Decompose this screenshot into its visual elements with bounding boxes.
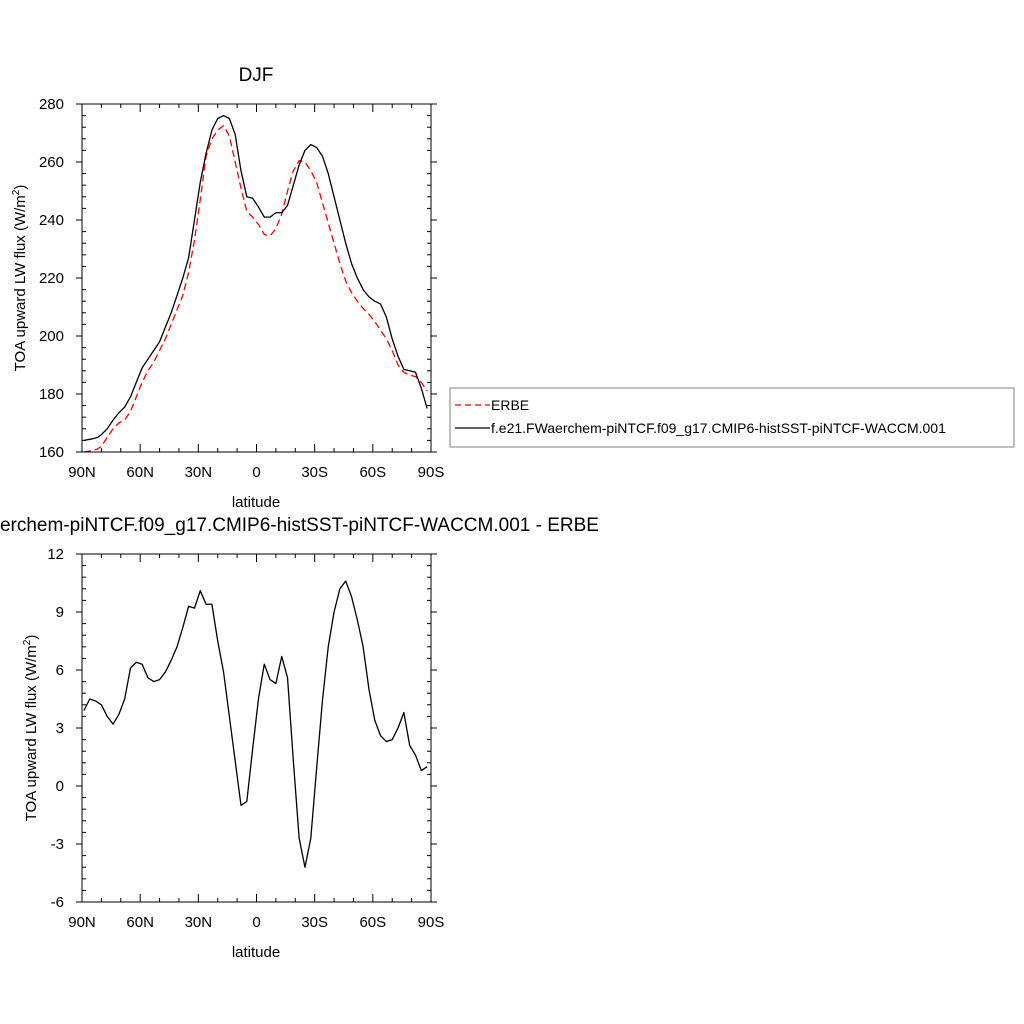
bottom-x-tick-label: 30S	[301, 914, 328, 931]
top-y-axis-label-main: TOA upward LW flux (W/m	[12, 195, 29, 371]
top-x-tick-label: 30S	[301, 464, 328, 481]
bottom-plot-frame	[81, 553, 432, 903]
bottom-y-tick-label: 12	[47, 546, 64, 563]
top-y-tick-label: 240	[39, 212, 64, 229]
top-x-axis-label: latitude	[232, 494, 280, 511]
top-x-tick-labels: 90N 60N 30N 0 30S 60S 90S	[68, 464, 444, 481]
top-y-axis-label-close: )	[12, 185, 29, 190]
bottom-x-tick-label: 30N	[185, 914, 213, 931]
bottom-x-tick-label: 90S	[418, 914, 445, 931]
legend-box	[449, 387, 1015, 448]
top-chart-title: DJF	[239, 65, 274, 86]
top-series-group	[83, 114, 428, 453]
top-y-tick-label: 200	[39, 328, 64, 345]
bottom-panel: f.e21.FWaerchem-piNTCF.f09_g17.CMIP6-his…	[0, 515, 599, 961]
top-y-tick-label: 220	[39, 270, 64, 287]
top-y-tick-label: 160	[39, 444, 64, 461]
bottom-x-tick-label: 60N	[126, 914, 154, 931]
top-x-tick-label: 90S	[418, 464, 445, 481]
top-x-tick-label: 90N	[68, 464, 96, 481]
top-x-tick-label: 0	[252, 464, 260, 481]
bottom-y-axis-label: TOA upward LW flux (W/m2)	[22, 635, 40, 822]
top-panel: DJF 90N 60N 30N 0 30S 60S 90S 160 180 200 220 240 2…	[11, 65, 1015, 511]
bottom-y-tick-label: 0	[56, 778, 64, 795]
top-y-tick-label: 260	[39, 154, 64, 171]
legend-label-erbe: ERBE	[491, 397, 529, 413]
bottom-y-axis-label-close: )	[23, 635, 40, 640]
bottom-x-tick-label: 60S	[359, 914, 386, 931]
bottom-y-tick-label: -3	[51, 836, 64, 853]
top-series-line-solid-1	[83, 114, 428, 442]
top-series-line-dashed-0	[83, 125, 428, 453]
top-y-axis-label: TOA upward LW flux (W/m2)	[11, 185, 29, 372]
top-tick-marks	[76, 103, 437, 453]
legend-label-model: f.e21.FWaerchem-piNTCF.f09_g17.CMIP6-his…	[491, 420, 946, 436]
bottom-y-tick-labels: -6 -3 0 3 6 9 12	[47, 546, 64, 911]
bottom-y-tick-label: 6	[56, 662, 64, 679]
bottom-x-axis-label: latitude	[232, 944, 280, 961]
bottom-x-tick-label: 0	[252, 914, 260, 931]
bottom-x-tick-labels: 90N 60N 30N 0 30S 60S 90S	[68, 914, 444, 931]
top-y-axis-label-sup: 2	[11, 189, 22, 195]
top-y-tick-label: 180	[39, 386, 64, 403]
legend: ERBE f.e21.FWaerchem-piNTCF.f09_g17.CMIP…	[449, 387, 1015, 448]
bottom-chart-title: f.e21.FWaerchem-piNTCF.f09_g17.CMIP6-his…	[0, 515, 599, 536]
bottom-y-tick-label: 3	[56, 720, 64, 737]
top-y-tick-label: 280	[39, 96, 64, 113]
top-plot-frame	[81, 103, 432, 453]
bottom-x-tick-label: 90N	[68, 914, 96, 931]
top-y-tick-labels: 160 180 200 220 240 260 280	[39, 96, 64, 461]
bottom-y-tick-label: -6	[51, 894, 64, 911]
bottom-tick-marks	[76, 553, 437, 903]
bottom-y-axis-label-sup: 2	[22, 639, 33, 645]
bottom-y-axis-label-main: TOA upward LW flux (W/m	[23, 645, 40, 821]
bottom-y-tick-label: 9	[56, 604, 64, 621]
top-x-tick-label: 60N	[126, 464, 154, 481]
bottom-series-line-solid-0	[83, 580, 428, 868]
top-x-tick-label: 30N	[185, 464, 213, 481]
bottom-series-group	[83, 580, 428, 868]
top-x-tick-label: 60S	[359, 464, 386, 481]
